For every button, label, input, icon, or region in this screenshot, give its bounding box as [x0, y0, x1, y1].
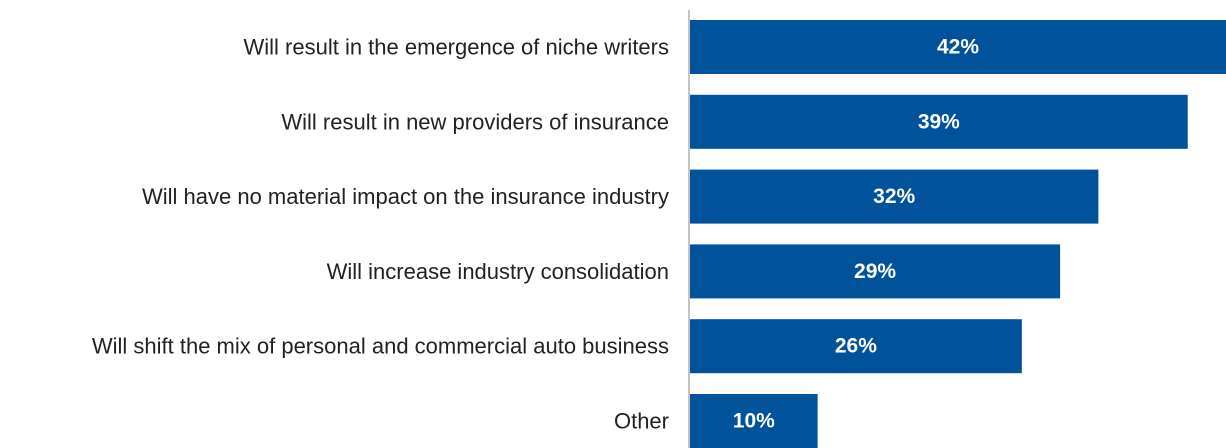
category-label-1: Will result in new providers of insuranc… — [281, 109, 669, 134]
category-label-5: Other — [614, 409, 669, 434]
bar-2 — [690, 169, 1099, 224]
category-label-2: Will have no material impact on the insu… — [142, 184, 669, 209]
value-label-1: 39% — [918, 110, 960, 133]
value-label-4: 26% — [835, 335, 877, 358]
bar-3 — [690, 244, 1061, 299]
value-label-2: 32% — [873, 185, 915, 208]
category-label-4: Will shift the mix of personal and comme… — [92, 334, 669, 359]
value-labels-group: 42% 39% 32% 29% 26% 10% — [733, 36, 980, 433]
value-label-5: 10% — [733, 410, 775, 433]
bar-4 — [690, 319, 1022, 374]
category-labels-group: Will result in the emergence of niche wr… — [92, 35, 669, 434]
value-label-0: 42% — [937, 36, 979, 59]
category-label-0: Will result in the emergence of niche wr… — [244, 35, 670, 60]
category-label-3: Will increase industry consolidation — [327, 259, 669, 284]
value-label-3: 29% — [854, 260, 896, 283]
bar-0 — [690, 20, 1226, 74]
bar-1 — [690, 94, 1188, 149]
bar-5 — [690, 394, 818, 448]
bars-group — [690, 20, 1226, 448]
